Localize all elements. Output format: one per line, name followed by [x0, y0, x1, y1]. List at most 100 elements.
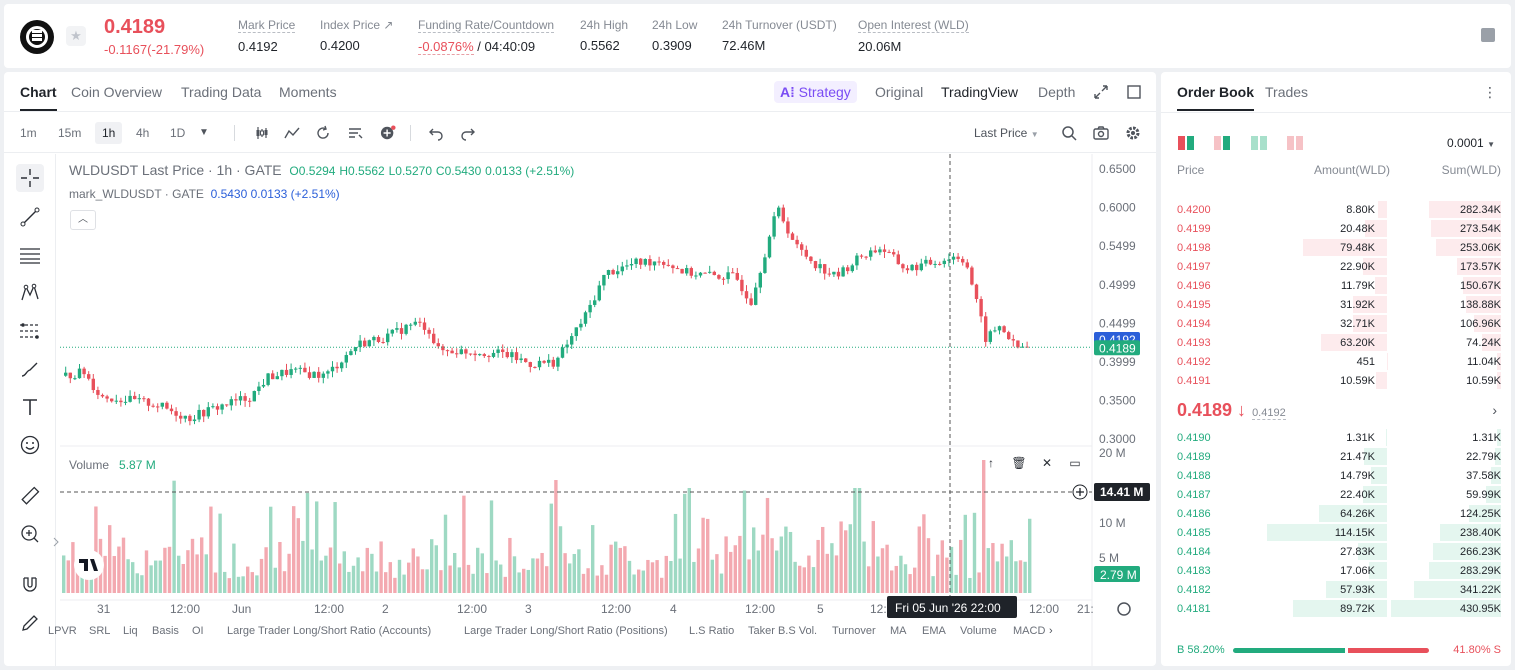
- replay-icon[interactable]: [315, 125, 331, 141]
- undo-icon[interactable]: [428, 125, 444, 141]
- tab-moments[interactable]: Moments: [279, 84, 337, 100]
- ask-row[interactable]: 0.4199 20.48K 273.54K: [1161, 219, 1511, 238]
- text-tool-icon[interactable]: [16, 393, 44, 421]
- indicator-basis[interactable]: Basis: [152, 625, 179, 637]
- ask-row[interactable]: 0.4195 31.92K 138.88K: [1161, 295, 1511, 314]
- precision-select[interactable]: 0.0001 ▼: [1447, 136, 1495, 150]
- chevron-right-icon[interactable]: ›: [1492, 402, 1497, 418]
- tab-order-book[interactable]: Order Book: [1177, 84, 1255, 111]
- bid-row[interactable]: 0.4181 89.72K 430.95K: [1161, 599, 1511, 618]
- indicator-ma[interactable]: MA: [890, 625, 907, 637]
- ask-row[interactable]: 0.4193 63.20K 74.24K: [1161, 333, 1511, 352]
- bid-row[interactable]: 0.4190 1.31K 1.31K: [1161, 428, 1511, 447]
- indicator-large-trader-positions[interactable]: Large Trader Long/Short Ratio (Positions…: [464, 625, 668, 637]
- bid-row[interactable]: 0.4185 114.15K 238.40K: [1161, 523, 1511, 542]
- mid-price: 0.4189 ↓ 0.4192: [1177, 400, 1286, 421]
- indicators-icon[interactable]: [284, 125, 300, 141]
- timeframe-1h[interactable]: 1h: [95, 122, 123, 144]
- layout-bids-icon[interactable]: [1214, 136, 1230, 150]
- collapse-pane-icon[interactable]: ✕: [1041, 456, 1053, 470]
- indicator-scroll-right-icon[interactable]: ›: [1049, 625, 1053, 637]
- strategy-button[interactable]: A⁞ Strategy: [774, 81, 857, 103]
- favorite-star-icon[interactable]: ★: [66, 26, 86, 46]
- stat-index-price[interactable]: Index Price ↗ 0.4200: [320, 18, 393, 53]
- ruler-tool-icon[interactable]: [16, 482, 44, 510]
- add-indicator-icon[interactable]: [380, 125, 396, 141]
- ask-row[interactable]: 0.4191 10.59K 10.59K: [1161, 371, 1511, 390]
- volume-bar: [526, 569, 530, 593]
- maximize-pane-icon[interactable]: ▭: [1069, 456, 1081, 470]
- indicator-volume[interactable]: Volume: [960, 625, 997, 637]
- order-price: 0.4186: [1177, 508, 1211, 520]
- pencil-lock-icon[interactable]: [16, 609, 44, 637]
- timeframe-15m[interactable]: 15m: [58, 126, 82, 140]
- bid-row[interactable]: 0.4183 17.06K 283.29K: [1161, 561, 1511, 580]
- layout-asks-icon[interactable]: [1251, 136, 1267, 150]
- redo-icon[interactable]: [460, 125, 476, 141]
- emoji-tool-icon[interactable]: [16, 431, 44, 459]
- indicator-turnover[interactable]: Turnover: [832, 625, 876, 637]
- timeframe-dropdown-icon[interactable]: ▼: [199, 127, 209, 138]
- timeframe-1m[interactable]: 1m: [20, 126, 37, 140]
- candle-body: [64, 372, 68, 376]
- indicator-ema[interactable]: EMA: [922, 625, 946, 637]
- price-source-select[interactable]: Last Price ▼: [974, 126, 1039, 140]
- ask-row[interactable]: 0.4192 451 11.04K: [1161, 352, 1511, 371]
- bid-row[interactable]: 0.4187 22.40K 59.99K: [1161, 485, 1511, 504]
- camera-icon[interactable]: [1093, 125, 1109, 141]
- indicator-oi[interactable]: OI: [192, 625, 204, 637]
- fib-tool-icon[interactable]: [16, 317, 44, 345]
- candle-body: [800, 244, 804, 250]
- bid-row[interactable]: 0.4186 64.26K 124.25K: [1161, 504, 1511, 523]
- expand-icon[interactable]: [1094, 85, 1108, 99]
- templates-icon[interactable]: [347, 125, 363, 141]
- trend-line-tool-icon[interactable]: [16, 203, 44, 231]
- settings-gear-icon[interactable]: [1125, 125, 1141, 141]
- view-depth[interactable]: Depth: [1038, 84, 1076, 100]
- zoom-in-icon[interactable]: [16, 520, 44, 548]
- more-options-icon[interactable]: ⋮: [1483, 84, 1497, 100]
- tab-chart[interactable]: Chart: [20, 84, 57, 111]
- indicator-taker-vol[interactable]: Taker B.S Vol.: [748, 625, 818, 637]
- ask-row[interactable]: 0.4196 11.79K 150.67K: [1161, 276, 1511, 295]
- tab-trades[interactable]: Trades: [1265, 84, 1309, 100]
- view-tradingview[interactable]: TradingView: [941, 84, 1019, 100]
- document-icon[interactable]: [1481, 28, 1495, 42]
- bid-row[interactable]: 0.4189 21.47K 22.79K: [1161, 447, 1511, 466]
- candle-type-icon[interactable]: [254, 125, 270, 141]
- price-chart[interactable]: 0.6500 0.6000 0.5499 0.4999 0.4499 0.3999 0.35…: [4, 72, 1156, 666]
- window-icon[interactable]: [1127, 85, 1141, 99]
- layout-compact-icon[interactable]: [1287, 136, 1303, 150]
- order-price: 0.4200: [1177, 204, 1211, 216]
- layout-both-icon[interactable]: [1178, 136, 1194, 150]
- indicator-macd[interactable]: MACD: [1013, 625, 1046, 637]
- indicator-lpvr[interactable]: LPVR: [48, 625, 77, 637]
- indicator-liq[interactable]: Liq: [123, 625, 138, 637]
- horizontal-lines-tool-icon[interactable]: [16, 241, 44, 269]
- ask-row[interactable]: 0.4194 32.71K 106.96K: [1161, 314, 1511, 333]
- timeframe-1d[interactable]: 1D: [170, 126, 186, 140]
- ask-row[interactable]: 0.4200 8.80K 282.34K: [1161, 200, 1511, 219]
- crosshair-tool-icon[interactable]: [16, 164, 44, 192]
- tab-trading-data[interactable]: Trading Data: [181, 84, 262, 100]
- ask-row[interactable]: 0.4198 79.48K 253.06K: [1161, 238, 1511, 257]
- collapse-legend-button[interactable]: ︿: [70, 210, 96, 230]
- ask-row[interactable]: 0.4197 22.90K 173.57K: [1161, 257, 1511, 276]
- brush-tool-icon[interactable]: [16, 355, 44, 383]
- indicator-srl[interactable]: SRL: [89, 625, 111, 637]
- tab-coin-overview[interactable]: Coin Overview: [71, 84, 163, 100]
- bid-row[interactable]: 0.4188 14.79K 37.58K: [1161, 466, 1511, 485]
- search-icon[interactable]: [1061, 125, 1077, 141]
- magnet-icon[interactable]: [16, 570, 44, 598]
- bid-row[interactable]: 0.4182 57.93K 341.22K: [1161, 580, 1511, 599]
- indicator-large-trader-accounts[interactable]: Large Trader Long/Short Ratio (Accounts): [227, 625, 432, 637]
- bid-row[interactable]: 0.4184 27.83K 266.23K: [1161, 542, 1511, 561]
- volume-bar: [577, 549, 581, 593]
- delete-icon[interactable]: 🗑: [1011, 456, 1027, 470]
- pattern-tool-icon[interactable]: [16, 279, 44, 307]
- timeframe-4h[interactable]: 4h: [136, 126, 150, 140]
- view-original[interactable]: Original: [875, 84, 924, 100]
- indicator-ls-ratio[interactable]: L.S Ratio: [689, 625, 735, 637]
- move-up-icon[interactable]: ↑: [988, 456, 994, 470]
- volume-bar: [623, 546, 627, 593]
